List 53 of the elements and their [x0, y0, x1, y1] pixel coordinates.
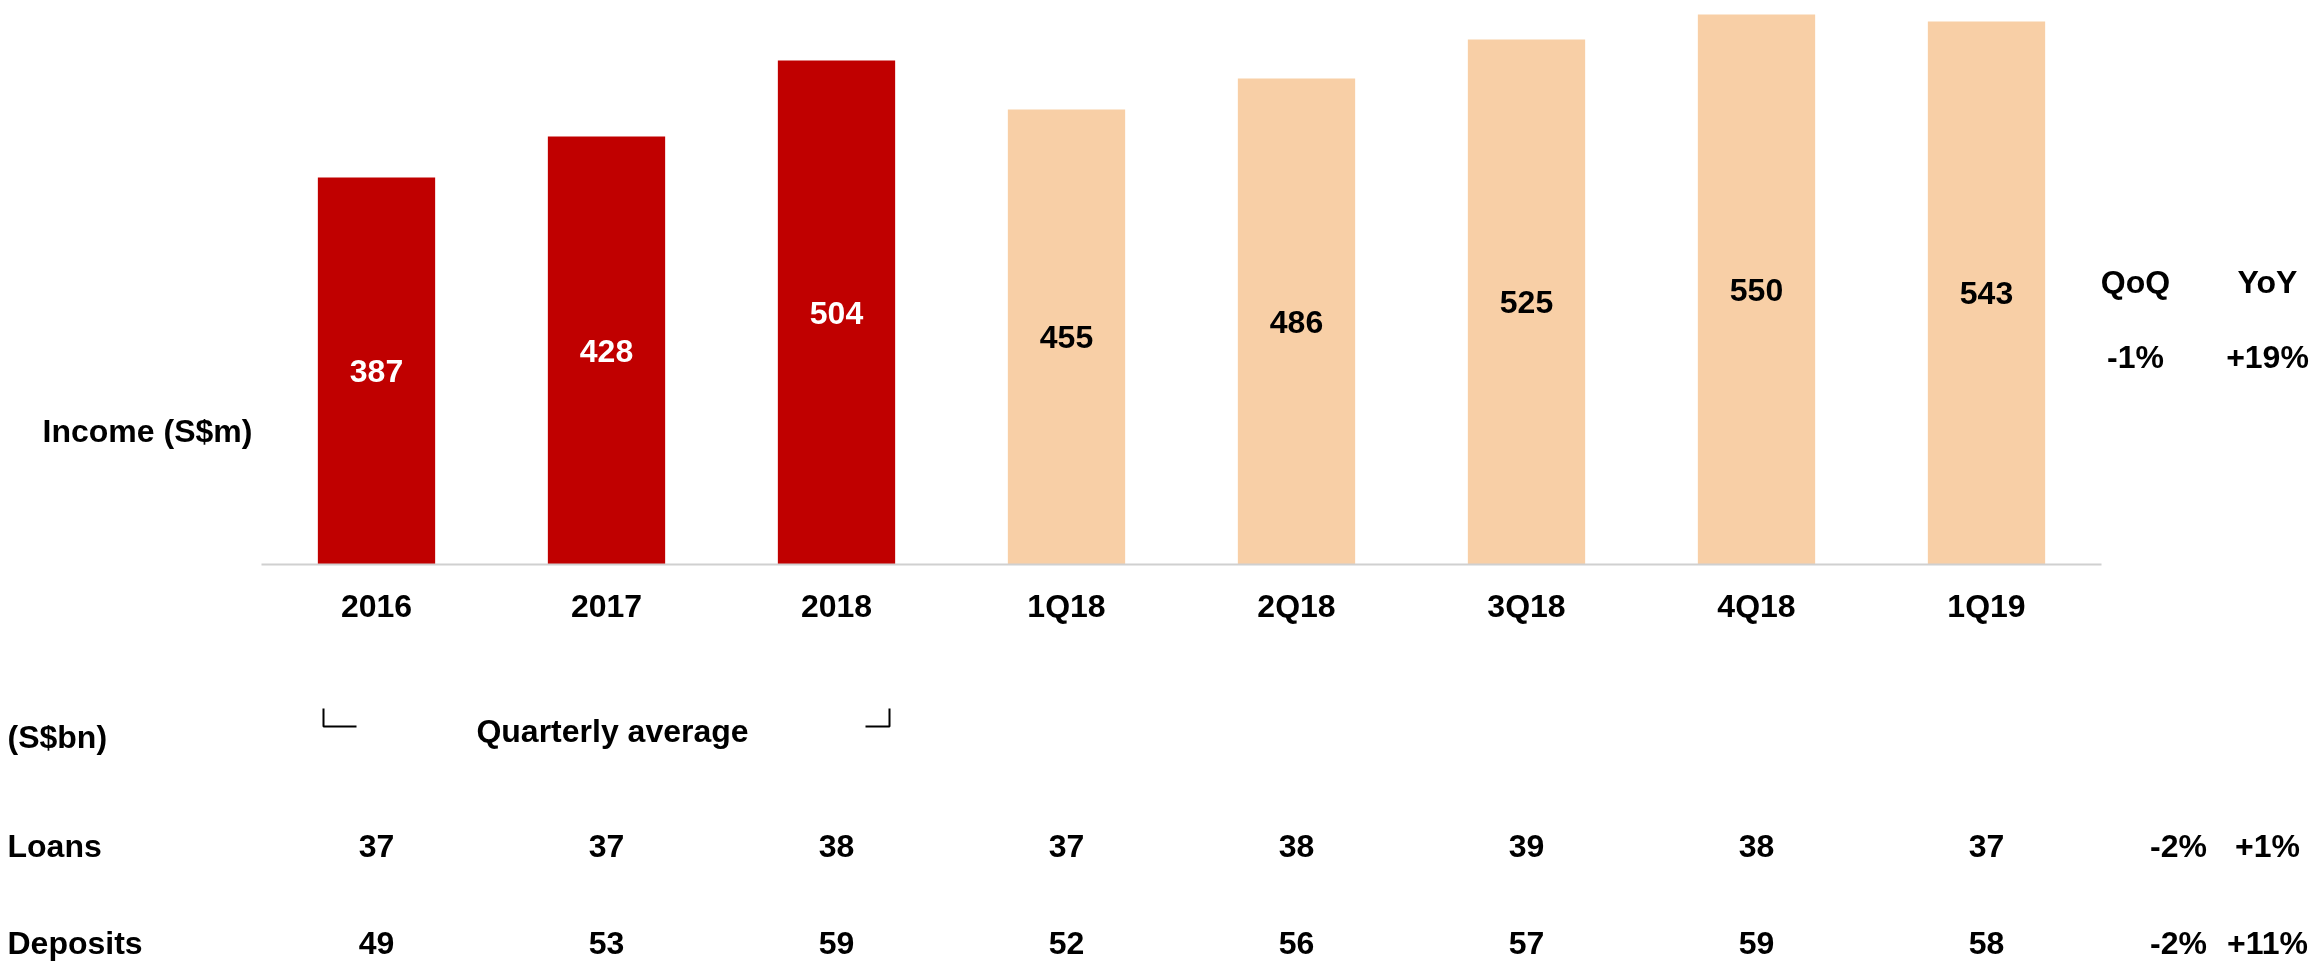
- data-label: 486: [1269, 303, 1324, 340]
- bar: [1237, 78, 1356, 565]
- x-tick-label: 1Q19: [1947, 587, 2026, 624]
- data-label: 504: [809, 294, 864, 331]
- bar: [1927, 21, 2046, 565]
- data-label: 52: [1048, 924, 1085, 961]
- x-tick-label: 1Q18: [1027, 587, 1106, 624]
- text: Income (S$m): [42, 412, 253, 449]
- bar: [1467, 39, 1586, 565]
- data-label: 49: [358, 924, 395, 961]
- data-label: 387: [349, 353, 404, 389]
- data-label: 59: [1738, 924, 1775, 961]
- y-tick-label: Loans: [7, 827, 102, 864]
- data-label: 455: [1039, 319, 1094, 355]
- data-label: 428: [579, 332, 634, 369]
- chart-title: (S$bn): [7, 718, 108, 755]
- data-label: 543: [1959, 275, 2014, 311]
- data-label: 56: [1278, 924, 1315, 961]
- text: Quarterly average: [476, 712, 749, 749]
- text: +1%: [2235, 827, 2300, 864]
- y-tick-label: Deposits: [7, 924, 143, 961]
- x-tick-label: 2018: [800, 587, 873, 624]
- data-label: 37: [1048, 827, 1085, 864]
- text: +19%: [2226, 338, 2309, 375]
- data-label: 59: [818, 924, 855, 961]
- x-tick-label: 2017: [570, 587, 643, 624]
- x-tick-label: 2Q18: [1257, 587, 1336, 624]
- data-label: 37: [1968, 827, 2005, 864]
- data-label: 550: [1729, 271, 1784, 308]
- text: -2%: [2150, 924, 2207, 961]
- data-label: 53: [588, 924, 625, 961]
- text: -1%: [2107, 338, 2164, 375]
- bar: [317, 177, 436, 565]
- bar: [547, 136, 666, 565]
- bar: [1007, 109, 1126, 565]
- bar: [777, 60, 896, 565]
- data-label: 525: [1499, 284, 1554, 320]
- data-label: 39: [1508, 827, 1545, 864]
- data-label: 37: [358, 827, 395, 864]
- data-label: 37: [588, 827, 625, 864]
- data-label: 38: [1278, 827, 1315, 864]
- text: +11%: [2227, 924, 2308, 961]
- data-label: 57: [1508, 924, 1545, 961]
- data-label: 38: [1738, 827, 1775, 864]
- x-tick-label: 3Q18: [1487, 587, 1566, 624]
- x-tick-label: 4Q18: [1717, 587, 1796, 624]
- text: YoY: [2237, 263, 2298, 300]
- x-tick-label: 2016: [340, 587, 413, 624]
- bar: [1697, 14, 1816, 565]
- data-label: 58: [1968, 924, 2005, 961]
- annotation: QoQ: [2100, 263, 2171, 300]
- text: -2%: [2150, 827, 2207, 864]
- data-label: 38: [818, 827, 855, 864]
